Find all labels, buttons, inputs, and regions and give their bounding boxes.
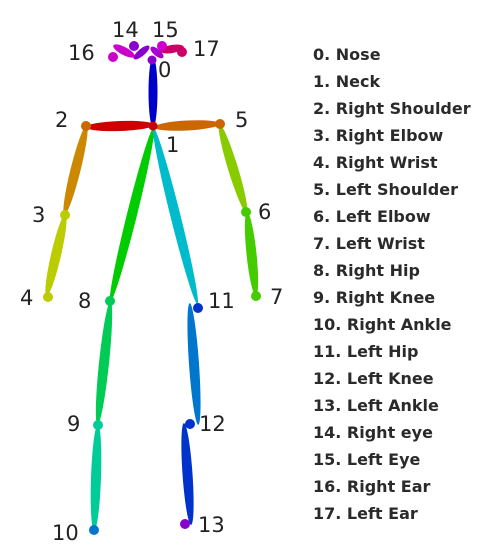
keypoint-number-7: 7 [270,285,283,309]
legend-item: 5. Left Shoulder [313,180,458,199]
joint-14-right-eye [129,41,139,51]
joint-10-right-ankle [89,525,99,535]
joint-12-left-knee [185,419,195,429]
legend-item: 7. Left Wrist [313,234,425,253]
legend-item: 6. Left Elbow [313,207,431,226]
limb-left-torso [152,127,199,305]
limb-right-torso [109,127,155,302]
legend-item: 13. Left Ankle [313,396,439,415]
keypoint-number-16: 16 [68,41,95,65]
legend-item: 10. Right Ankle [313,315,452,334]
limb-neck-nose [148,57,158,127]
limb-nose-right-eye [133,45,150,60]
limb-right-eye-ear [113,44,135,58]
keypoint-number-0: 0 [158,58,171,82]
keypoint-number-11: 11 [208,289,235,313]
keypoint-number-17: 17 [193,37,220,61]
joint-4-right-wrist [43,292,53,302]
legend-item: 16. Right Ear [313,477,431,496]
legend-item: 1. Neck [313,72,381,91]
legend-item: 4. Right Wrist [313,153,438,172]
limb-right-forearm [45,214,67,296]
legend-item: 9. Right Knee [313,288,436,307]
limb-right-upper-arm [63,125,88,215]
limb-left-shin [181,423,194,525]
legend-item: 3. Right Elbow [313,126,444,145]
keypoint-number-13: 13 [198,513,225,537]
limb-left-thigh [187,303,201,425]
keypoint-number-4: 4 [20,286,33,310]
limb-neck-left-shoulder [154,120,220,131]
joint-2-right-shoulder [81,121,91,131]
joint-8-right-hip [105,296,115,306]
joint-9-right-knee [93,420,103,430]
joint-1-neck [148,121,158,131]
legend-item: 14. Right eye [313,423,433,442]
joint-5-left-shoulder [215,119,225,129]
joint-7-left-wrist [251,291,261,301]
keypoint-number-10: 10 [52,521,79,545]
joint-6-left-elbow [241,207,251,217]
limb-nose-left-eye [150,46,164,59]
keypoint-number-3: 3 [32,203,45,227]
keypoint-legend: 0. Nose 1. Neck 2. Right Shoulder 3. Rig… [313,41,471,527]
keypoint-number-9: 9 [67,412,80,436]
keypoint-number-1: 1 [166,133,179,157]
keypoint-number-5: 5 [235,108,248,132]
keypoint-number-8: 8 [78,289,91,313]
joint-13-left-ankle [180,519,190,529]
legend-item: 17. Left Ear [313,504,418,523]
legend-item: 11. Left Hip [313,342,419,361]
keypoint-number-2: 2 [55,108,68,132]
joint-3-right-elbow [60,210,70,220]
joint-11-left-hip [193,303,203,313]
keypoint-number-15: 15 [152,18,179,42]
limb-left-upper-arm [218,124,248,213]
legend-item: 15. Left Eye [313,450,421,469]
limb-left-forearm [244,212,259,296]
limb-neck-right-shoulder [86,120,154,132]
legend-item: 8. Right Hip [313,261,420,280]
keypoint-number-6: 6 [258,200,271,224]
keypoint-number-12: 12 [199,412,226,436]
joint-0-nose [147,55,157,65]
keypoint-number-14: 14 [112,18,139,42]
joint-15-left-eye [157,41,167,51]
legend-item: 0. Nose [313,45,381,64]
legend-item: 12. Left Knee [313,369,434,388]
limb-right-thigh [95,301,113,425]
joint-16-right-ear [108,52,118,62]
limb-right-shin [90,424,102,531]
legend-item: 2. Right Shoulder [313,99,471,118]
joint-17-left-ear [177,47,187,57]
